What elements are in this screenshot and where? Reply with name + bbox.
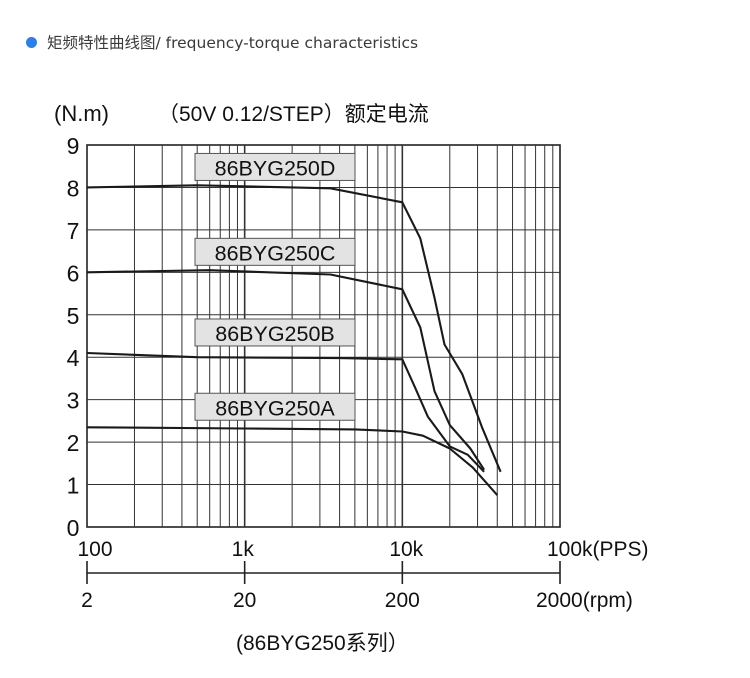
series-label: 86BYG250D [215,156,336,180]
y-tick-label: 4 [67,345,80,371]
y-unit-label: (N.m) [54,101,109,126]
y-tick-label: 7 [67,218,80,244]
y-tick-label: 5 [67,303,80,329]
section-title: 矩频特性曲线图/ frequency-torque characteristic… [47,34,419,52]
x-tick-label: 1k [232,538,255,561]
series-label-box [194,318,356,347]
series-label-box [194,152,356,181]
rpm-tick-label: 2000(rpm) [536,589,633,612]
series-label: 86BYG250B [215,322,335,346]
series-labels: 86BYG250D 86BYG250C 86BYG250B 86BYG250A [194,152,356,421]
series-label-box [194,392,356,421]
x-tick-label: 100k(PPS) [547,538,649,561]
plot-frame [86,144,561,528]
x-tick-label: 100 [77,538,112,561]
series-label: 86BYG250C [215,241,336,265]
x-tick-label: 10k [389,538,423,561]
rpm-tick-label: 20 [233,589,256,612]
bullet-icon [26,36,37,48]
curves [86,184,502,496]
series-label: 86BYG250A [215,396,335,420]
y-tick-label: 1 [67,473,80,499]
rpm-tick-label: 200 [385,589,420,612]
y-tick-labels: 0 1 2 3 4 5 6 7 8 9 [67,133,80,541]
x-tick-labels: 100 1k 10k 100k(PPS) [77,538,648,561]
series-line [86,351,485,473]
y-tick-label: 9 [67,133,80,159]
series-line [86,184,502,473]
rpm-tick-label: 2 [81,589,93,612]
y-tick-label: 6 [67,260,80,286]
y-tick-label: 2 [67,430,80,456]
y-tick-label: 0 [67,515,80,541]
series-label-box [194,237,356,266]
y-tick-label: 8 [67,175,80,201]
rpm-axis: 2 20 200 2000(rpm) [81,561,633,612]
series-line [86,269,485,471]
series-line [86,426,499,496]
chart-title: （50V 0.12/STEP）额定电流 [158,103,429,126]
section-header: 矩频特性曲线图/ frequency-torque characteristic… [26,31,418,53]
y-tick-label: 3 [67,388,80,414]
footer-label: (86BYG250系列） [236,632,409,655]
